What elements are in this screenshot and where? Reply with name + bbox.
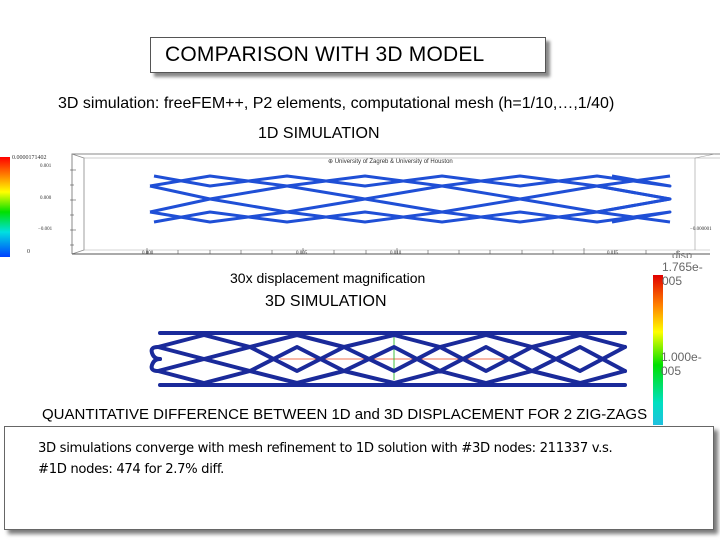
slide-title: COMPARISON WITH 3D MODEL xyxy=(165,43,485,66)
x-tick-label: 0.015 xyxy=(607,251,619,256)
plot-3d-simulation xyxy=(140,315,630,395)
label-1d-simulation: 1D SIMULATION xyxy=(258,125,380,142)
x-tick-label: 0.000 xyxy=(142,251,154,256)
colorbar-3d-mid-label: 1.000e-005 xyxy=(661,350,702,378)
note-line-2: #1D nodes: 474 for 2.7% diff. xyxy=(38,462,224,477)
slide-title-box: COMPARISON WITH 3D MODEL xyxy=(150,37,546,73)
y-tick-label: 0.000 xyxy=(40,196,52,201)
colorbar-3d-top-label: 1.765e-005 xyxy=(662,260,703,288)
plot-1d-simulation: 0.001 0.000 −0.001 0.000 0.005 0.010 0.0… xyxy=(38,150,720,258)
colorbar-3d xyxy=(653,275,663,425)
label-3d-simulation: 3D SIMULATION xyxy=(265,293,387,310)
conclusion-note-box: 3D simulations converge with mesh refine… xyxy=(4,426,714,530)
note-line-1: 3D simulations converge with mesh refine… xyxy=(38,441,613,456)
y-tick-label: −0.001 xyxy=(38,227,53,232)
plot-3d-stent xyxy=(149,331,627,387)
x-tick-label: 0.005 xyxy=(296,251,308,256)
colorbar-1d-max-label: 0.0000171402 xyxy=(12,155,47,161)
plot-1d-frame xyxy=(70,153,720,255)
colorbar-3d-header: disp xyxy=(672,250,693,258)
colorbar-1d xyxy=(0,157,10,257)
watermark: ⊕ University of Zagreb & University of H… xyxy=(328,159,453,165)
label-magnification: 30x displacement magnification xyxy=(230,270,426,286)
right-tick-label: −0.000001 xyxy=(690,227,712,232)
subtitle: 3D simulation: freeFEM++, P2 elements, c… xyxy=(58,95,615,112)
y-tick-label: 0.001 xyxy=(40,164,52,169)
x-tick-label: 0.010 xyxy=(390,251,402,256)
quantitative-heading: QUANTITATIVE DIFFERENCE BETWEEN 1D and 3… xyxy=(42,406,648,423)
colorbar-1d-min-label: 0 xyxy=(27,249,30,255)
